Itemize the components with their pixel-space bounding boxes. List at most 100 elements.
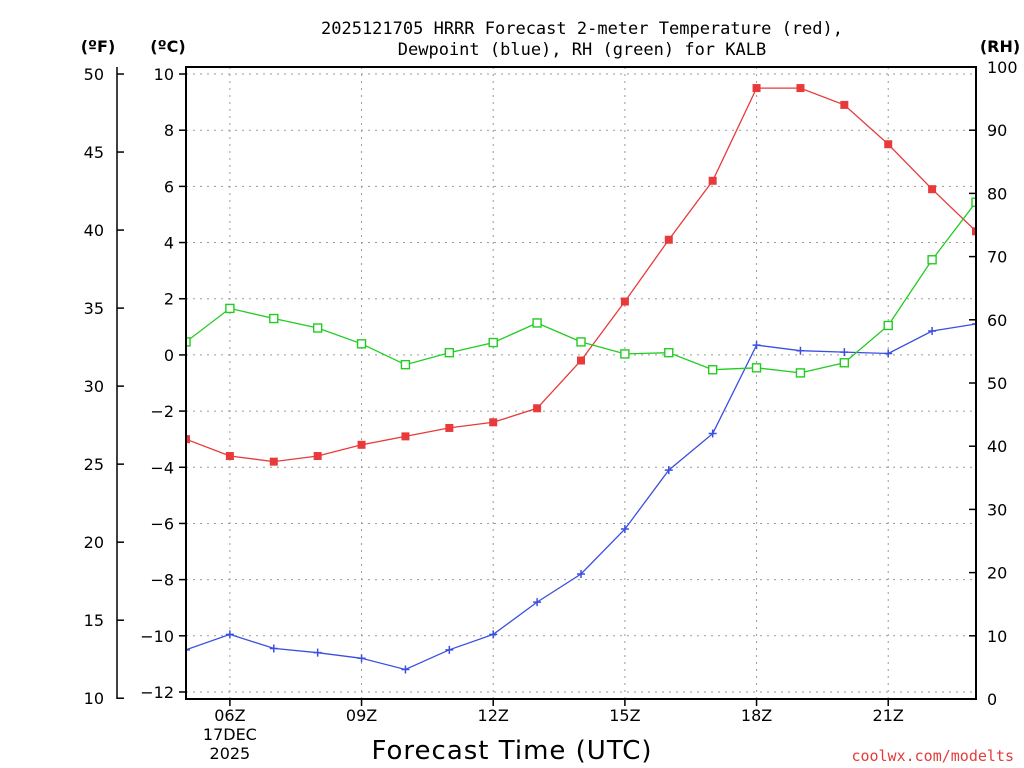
rh-tick-label: 60 <box>987 311 1007 330</box>
fahrenheit-tick-label: 45 <box>84 143 104 162</box>
celsius-tick-label: 4 <box>164 234 174 253</box>
temperature-line <box>186 87 976 463</box>
rh-point <box>751 363 762 373</box>
dewpoint-point <box>752 341 761 350</box>
rh-point <box>400 359 411 370</box>
dewpoint-point <box>708 429 717 438</box>
dewpoint-point <box>533 598 542 607</box>
celsius-tick-label: −10 <box>140 627 174 646</box>
celsius-tick-label: 6 <box>164 177 174 196</box>
temperature-point <box>225 452 234 461</box>
dewpoint-point <box>313 648 322 657</box>
temperature-point <box>708 176 717 185</box>
plot-area-frame <box>185 66 977 700</box>
x-tick-label: 06Z <box>214 706 245 725</box>
rh-tick-label: 50 <box>987 374 1007 393</box>
temperature-point <box>840 100 849 109</box>
fahrenheit-tick-label: 30 <box>84 377 104 396</box>
temperature-point <box>620 297 629 306</box>
rh-point <box>927 255 937 265</box>
rh-point <box>225 303 235 314</box>
x-tick-label: 12Z <box>478 706 509 725</box>
temperature-point <box>577 356 585 365</box>
credit-label: coolwx.com/modelts <box>851 747 1014 765</box>
temperature-point <box>445 423 454 432</box>
dewpoint-point <box>577 570 585 579</box>
dewpoint-point <box>620 525 629 534</box>
x-tick-label: 2025 <box>210 744 251 763</box>
fahrenheit-tick-label: 35 <box>84 299 104 318</box>
x-tick-label: 18Z <box>741 706 772 725</box>
rh-unit-label: (RH) <box>980 37 1020 56</box>
rh-point <box>839 358 850 368</box>
celsius-unit-label: (ºC) <box>150 37 185 56</box>
x-tick-label: 17DEC <box>203 725 257 744</box>
rh-tick-label: 40 <box>987 437 1007 456</box>
temperature-point <box>401 432 410 441</box>
fahrenheit-tick-label: 15 <box>84 611 104 630</box>
dewpoint-point <box>445 645 454 654</box>
dewpoint-point <box>884 349 893 358</box>
rh-point <box>312 323 323 333</box>
rh-tick-label: 10 <box>987 627 1007 646</box>
dewpoint-point <box>401 665 410 674</box>
rh-point <box>971 197 976 207</box>
fahrenheit-unit-label: (ºF) <box>81 37 116 56</box>
dewpoint-point <box>664 466 673 475</box>
fahrenheit-tick-label: 10 <box>84 689 104 708</box>
series-clip-group <box>186 84 976 674</box>
celsius-tick-label: −2 <box>150 402 174 421</box>
dewpoint-point <box>186 645 190 654</box>
dewpoint-point <box>489 630 498 639</box>
rh-point <box>269 313 279 324</box>
temperature-point <box>884 140 893 149</box>
dewpoint-point <box>928 327 937 336</box>
celsius-tick-label: 8 <box>164 121 174 140</box>
temperature-point <box>752 84 761 93</box>
x-tick-label: 09Z <box>346 706 377 725</box>
rh-point <box>795 368 806 378</box>
rh-point <box>576 337 586 347</box>
grid-lines <box>186 67 976 699</box>
temperature-point <box>664 235 673 244</box>
rh-tick-label: 30 <box>987 500 1007 519</box>
dewpoint-point <box>796 346 805 355</box>
dewpoint-point <box>972 320 976 329</box>
celsius-tick-label: −6 <box>150 514 174 533</box>
rh-line <box>186 201 976 374</box>
rh-tick-label: 0 <box>987 690 997 709</box>
celsius-tick-label: 10 <box>154 65 174 84</box>
x-tick-label: 21Z <box>873 706 904 725</box>
temperature-point <box>269 457 278 466</box>
rh-point <box>186 337 191 347</box>
temperature-point <box>186 435 190 444</box>
rh-point <box>664 347 674 358</box>
rh-point <box>532 318 542 328</box>
dewpoint-point <box>225 630 234 639</box>
rh-tick-label: 80 <box>987 184 1007 203</box>
rh-point <box>620 349 630 359</box>
rh-point <box>356 339 367 349</box>
x-tick-label: 15Z <box>609 706 640 725</box>
rh-tick-label: 70 <box>987 248 1007 267</box>
series-layer <box>186 84 976 674</box>
celsius-tick-label: 0 <box>164 346 174 365</box>
rh-tick-label: 90 <box>987 121 1007 140</box>
fahrenheit-tick-label: 40 <box>84 221 104 240</box>
fahrenheit-tick-label: 50 <box>84 65 104 84</box>
rh-point <box>707 365 718 375</box>
temperature-point <box>489 418 498 427</box>
rh-point <box>488 337 498 348</box>
temperature-point <box>928 185 937 194</box>
dewpoint-point <box>840 348 849 357</box>
dewpoint-line <box>186 323 976 671</box>
chart-title-line-2: Dewpoint (blue), RH (green) for KALB <box>398 40 766 60</box>
dewpoint-point <box>357 654 366 663</box>
rh-point <box>883 320 893 331</box>
chart-title-line-1: 2025121705 HRRR Forecast 2-meter Tempera… <box>321 19 843 39</box>
celsius-tick-label: 2 <box>164 290 174 309</box>
rh-point <box>444 347 455 358</box>
